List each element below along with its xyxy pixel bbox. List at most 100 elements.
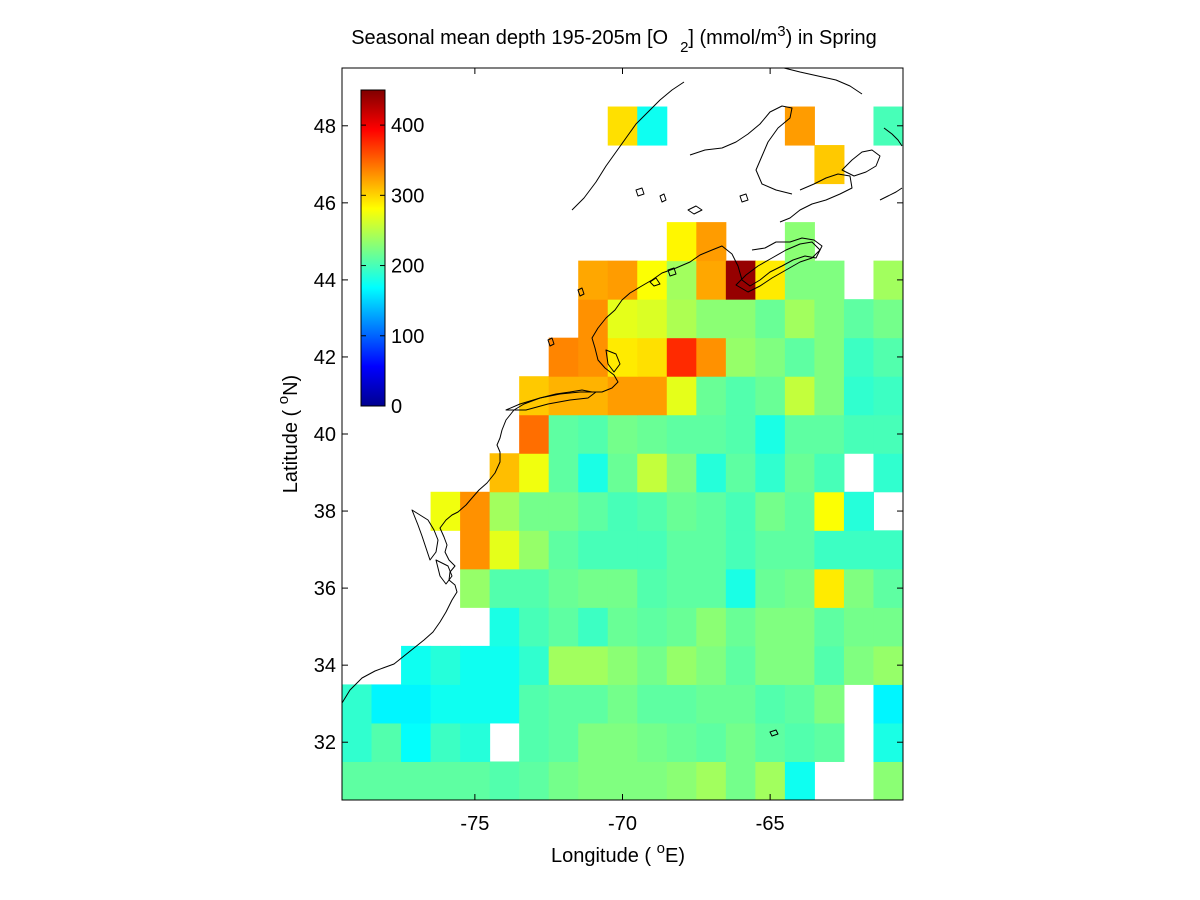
heatmap-cell [519, 568, 550, 608]
heatmap-cell [430, 722, 461, 762]
heatmap-cell [637, 491, 668, 531]
heatmap-cell [696, 645, 727, 685]
coastline-cape-breton [841, 149, 881, 177]
heatmap-cell [755, 530, 786, 570]
heatmap-cell [548, 761, 579, 801]
heatmap-cell [489, 568, 520, 608]
heatmap-cell [666, 491, 697, 531]
heatmap-cell [696, 222, 727, 262]
heatmap-cell [843, 607, 874, 647]
heatmap-cell [666, 645, 697, 685]
heatmap-cell [460, 530, 491, 570]
heatmap-cell [814, 414, 845, 454]
heatmap-cell [460, 722, 491, 762]
colorbar-gradient [360, 89, 386, 407]
heatmap-cell [548, 337, 579, 377]
heatmap-cell [873, 376, 904, 416]
heatmap-cell [489, 530, 520, 570]
heatmap-cell [607, 607, 638, 647]
heatmap-cell [696, 761, 727, 801]
heatmap-cell [637, 376, 668, 416]
heatmap-cell [755, 568, 786, 608]
y-axis: 32 34 36 38 40 42 44 46 48 [314, 116, 903, 754]
heatmap-cell [784, 299, 815, 339]
heatmap-cell [755, 491, 786, 531]
heatmap-cell [578, 260, 609, 300]
heatmap-cell [519, 645, 550, 685]
heatmap-cell [755, 722, 786, 762]
heatmap-cell [725, 337, 756, 377]
heatmap-cell [578, 453, 609, 493]
heatmap-cell [578, 491, 609, 531]
coastline-gaspe [689, 105, 793, 195]
heatmap-cell [873, 453, 904, 493]
heatmap-cell [401, 761, 432, 801]
heatmap-cell [460, 568, 491, 608]
x-axis-label: Longitude ( oE) [551, 840, 685, 867]
heatmap-cell [607, 376, 638, 416]
heatmap-cell [696, 684, 727, 724]
heatmap-cell [814, 530, 845, 570]
heatmap-cell [755, 453, 786, 493]
heatmap-cell [519, 722, 550, 762]
heatmap-cell [666, 222, 697, 262]
heatmap-cell [784, 414, 815, 454]
heatmap-cell [607, 684, 638, 724]
y-tick-label: 34 [314, 655, 336, 677]
heatmap-cell [637, 106, 668, 146]
colorbar-tick-label: 400 [391, 115, 424, 137]
heatmap-cell [607, 453, 638, 493]
heatmap-cell [607, 106, 638, 146]
heatmap-cell [548, 607, 579, 647]
heatmap-cell [784, 722, 815, 762]
heatmap-cell [696, 568, 727, 608]
heatmap-cell [755, 414, 786, 454]
heatmap-cell [696, 607, 727, 647]
heatmap-cell [401, 684, 432, 724]
heatmap-cell [666, 684, 697, 724]
y-tick-label: 36 [314, 578, 336, 600]
heatmap-cell [784, 761, 815, 801]
heatmap-cell [843, 376, 874, 416]
heatmap-cell [489, 491, 520, 531]
coastline-pei [687, 205, 703, 215]
heatmap-cell [814, 645, 845, 685]
heatmap-cell [814, 299, 845, 339]
heatmap-cell [460, 491, 491, 531]
heatmap-cell [519, 684, 550, 724]
coastline-longisland [505, 391, 597, 411]
heatmap-cell [784, 530, 815, 570]
heatmap-cell [519, 414, 550, 454]
coastline-stlawrence [571, 81, 685, 211]
heatmap-cell [430, 761, 461, 801]
x-tick-label: -70 [608, 813, 637, 835]
coastline-us-east [341, 237, 823, 704]
heatmap-cell [666, 530, 697, 570]
heatmap-cell [696, 260, 727, 300]
heatmap-cell [696, 414, 727, 454]
heatmap-cell [873, 761, 904, 801]
heatmap-cell [519, 376, 550, 416]
heatmap-cell [873, 607, 904, 647]
heatmap-cell [843, 299, 874, 339]
heatmap-cell [578, 761, 609, 801]
heatmap-cell [342, 761, 373, 801]
heatmap-cell [607, 260, 638, 300]
heatmap-cell [666, 453, 697, 493]
heatmap-cell [814, 453, 845, 493]
heatmap-cell [725, 568, 756, 608]
heatmap-cell [607, 337, 638, 377]
y-tick-label: 32 [314, 732, 336, 754]
heatmap-cell [725, 414, 756, 454]
heatmap-cell [666, 568, 697, 608]
heatmap-cell [843, 568, 874, 608]
heatmap-cell [696, 299, 727, 339]
heatmap-cell [784, 337, 815, 377]
heatmap-cell [578, 568, 609, 608]
coastline-bermuda [769, 729, 779, 737]
heatmap-cell [430, 491, 461, 531]
y-tick-label: 40 [314, 424, 336, 446]
heatmap-cell [784, 684, 815, 724]
heatmap-cell [548, 645, 579, 685]
heatmap-cell [548, 491, 579, 531]
